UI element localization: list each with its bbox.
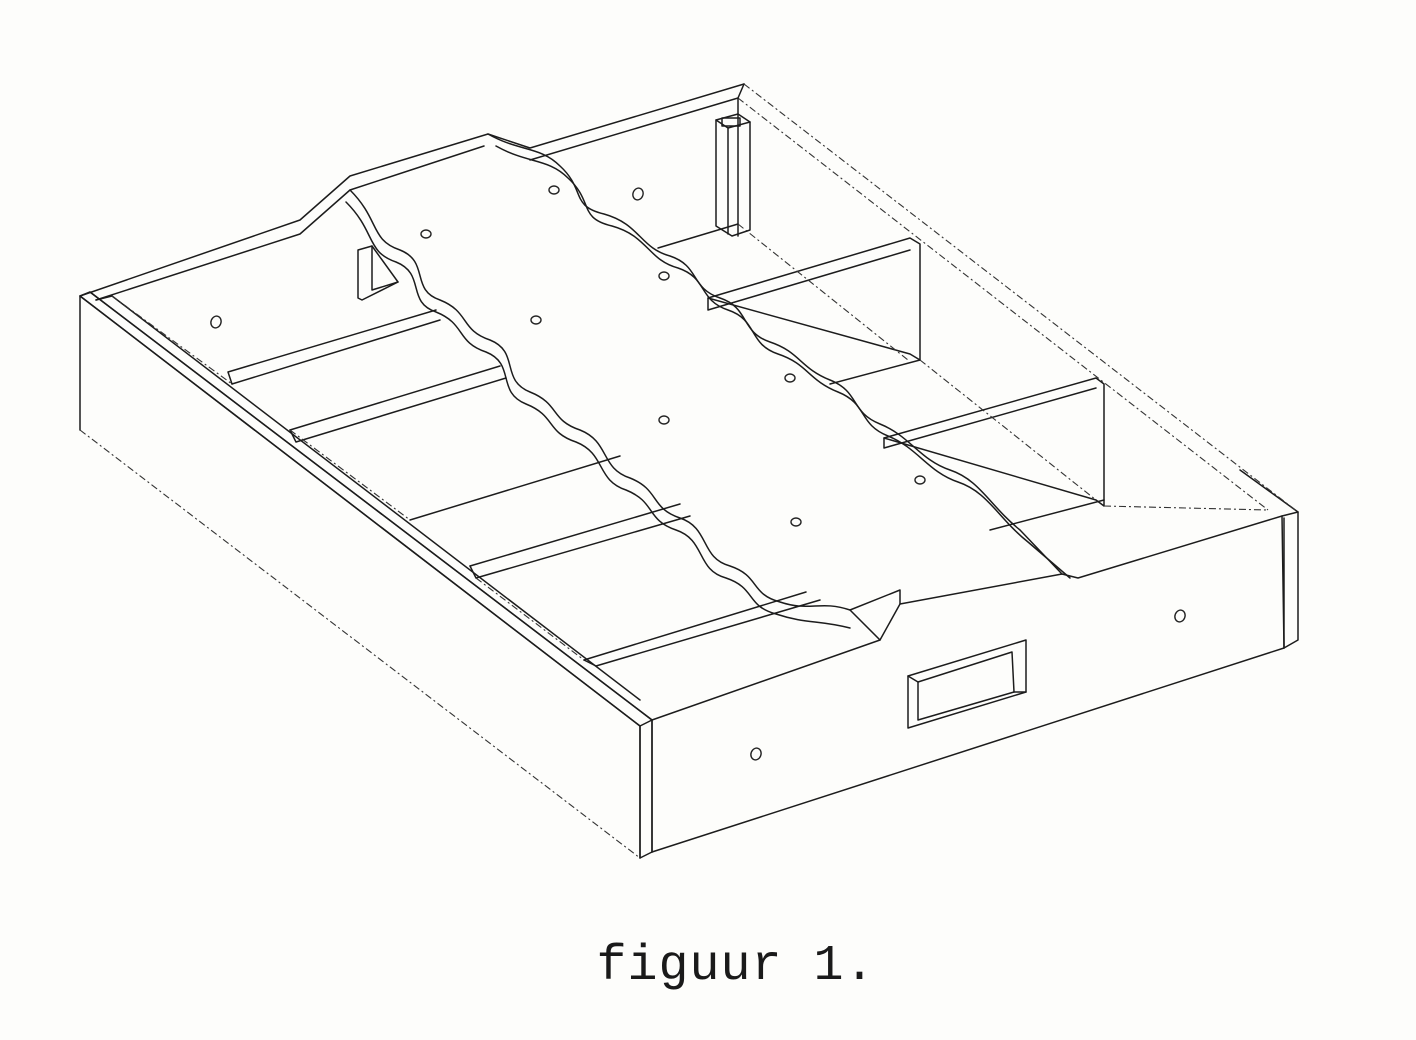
handle-cutouts: [357, 245, 1027, 729]
screw-hole: [750, 747, 762, 761]
screw-hole: [658, 271, 670, 281]
central-wavy-spine: [345, 133, 1071, 641]
corner-post: [715, 113, 751, 237]
tray-outer-frame: [79, 83, 1299, 859]
screw-hole: [914, 475, 926, 485]
screw-hole: [210, 315, 222, 329]
left-dividers: [111, 295, 821, 667]
screw-holes: [210, 185, 1186, 761]
screw-hole: [790, 517, 802, 527]
screw-hole: [530, 315, 542, 325]
right-dividers: [657, 223, 1269, 531]
screw-hole: [548, 185, 560, 195]
screw-hole: [420, 229, 432, 239]
screw-hole: [658, 415, 670, 425]
screw-hole: [784, 373, 796, 383]
screw-hole: [1174, 609, 1186, 623]
screw-hole: [632, 187, 644, 201]
figure-caption: figuur 1.: [596, 938, 876, 995]
